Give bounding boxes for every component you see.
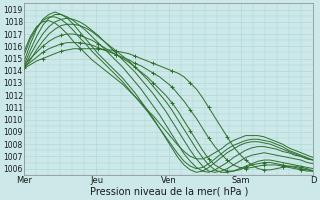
X-axis label: Pression niveau de la mer( hPa ): Pression niveau de la mer( hPa ) <box>90 187 248 197</box>
